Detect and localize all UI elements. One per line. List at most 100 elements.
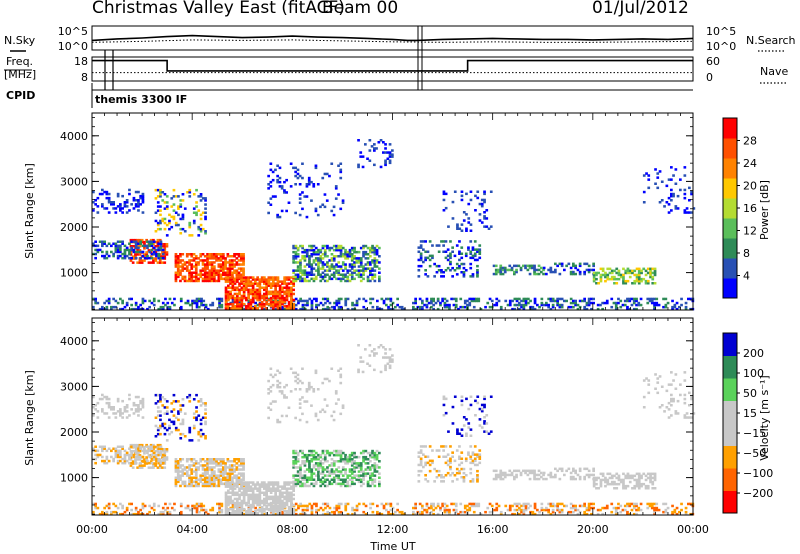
heatmap-cell <box>388 153 392 156</box>
heatmap-cell <box>604 279 607 283</box>
heatmap-cell <box>134 455 138 459</box>
heatmap-cell <box>227 294 230 298</box>
heatmap-cell <box>163 466 167 469</box>
heatmap-cell <box>112 408 115 411</box>
heatmap-cell <box>679 178 682 181</box>
heatmap-cell <box>219 277 223 281</box>
heatmap-cell <box>301 512 305 516</box>
heatmap-cell <box>350 480 354 484</box>
heatmap-cell <box>188 253 191 256</box>
heatmap-cell <box>445 508 449 512</box>
heatmap-cell <box>346 502 350 506</box>
heatmap-cell <box>132 404 136 407</box>
heatmap-cell <box>317 269 320 272</box>
heatmap-cell <box>231 282 235 285</box>
heatmap-cell <box>145 251 148 254</box>
heatmap-cell <box>337 512 341 516</box>
heatmap-cell <box>285 495 289 499</box>
heatmap-cell <box>157 246 161 250</box>
heatmap-cell <box>653 303 656 307</box>
heatmap-cell <box>344 253 347 256</box>
heatmap-cell <box>201 478 205 481</box>
heatmap-cell <box>192 221 196 225</box>
heatmap-cell <box>599 508 602 512</box>
heatmap-cell <box>258 493 262 497</box>
heatmap-cell <box>326 255 329 258</box>
heatmap-cell <box>308 468 311 471</box>
heatmap-cell <box>192 219 196 223</box>
heatmap-cell <box>664 502 668 506</box>
heatmap-cell <box>204 230 207 233</box>
heatmap-cell <box>419 246 423 249</box>
heatmap-cell <box>583 297 586 301</box>
heatmap-cell <box>274 507 277 511</box>
heatmap-cell <box>121 194 124 198</box>
heatmap-cell <box>312 472 316 475</box>
heatmap-cell <box>154 416 158 419</box>
heatmap-cell <box>188 426 192 430</box>
heatmap-cell <box>369 455 372 459</box>
heatmap-cell <box>224 288 228 292</box>
heatmap-cell <box>267 495 271 499</box>
heatmap-cell <box>272 290 275 294</box>
heatmap-cell <box>101 455 104 459</box>
heatmap-cell <box>265 294 268 298</box>
heatmap-cell <box>105 449 109 453</box>
heatmap-cell <box>278 288 282 292</box>
heatmap-cell <box>165 245 169 248</box>
heatmap-cell <box>172 422 176 426</box>
heatmap-cell <box>473 252 477 255</box>
heatmap-cell <box>263 307 266 311</box>
heatmap-cell <box>161 460 164 463</box>
heatmap-cell <box>92 502 95 506</box>
heatmap-cell <box>287 512 291 515</box>
heatmap-cell <box>400 510 404 514</box>
heatmap-cell <box>296 248 300 252</box>
heatmap-cell <box>213 478 216 481</box>
heatmap-cell <box>186 299 190 303</box>
heatmap-cell <box>197 261 200 264</box>
heatmap-cell <box>332 267 336 270</box>
heatmap-cell <box>101 397 104 401</box>
heatmap-cell <box>587 303 591 307</box>
heatmap-cell <box>364 143 367 146</box>
heatmap-cell <box>271 375 275 379</box>
heatmap-cell <box>206 259 209 262</box>
heatmap-cell <box>684 512 688 516</box>
heatmap-cell <box>283 282 286 285</box>
heatmap-cell <box>341 458 345 461</box>
heatmap-cell <box>572 305 575 309</box>
heatmap-cell <box>283 305 286 308</box>
heatmap-cell <box>359 259 363 262</box>
heatmap-cell <box>545 508 548 512</box>
heatmap-cell <box>222 474 225 477</box>
heatmap-cell <box>201 277 205 281</box>
heatmap-cell <box>296 466 300 469</box>
heatmap-cell <box>364 504 368 508</box>
heatmap-cell <box>131 466 135 469</box>
heatmap-cell <box>312 273 316 276</box>
heatmap-cell <box>353 303 357 307</box>
heatmap-cell <box>601 301 604 305</box>
heatmap-cell <box>612 506 616 510</box>
heatmap-cell <box>419 244 423 247</box>
heatmap-cell <box>674 168 678 171</box>
heatmap-cell <box>125 301 129 305</box>
heatmap-cell <box>526 264 530 268</box>
heatmap-cell <box>341 277 345 281</box>
heatmap-cell <box>222 253 225 256</box>
heatmap-cell <box>452 297 456 301</box>
heatmap-cell <box>119 502 122 506</box>
heatmap-cell <box>350 470 354 473</box>
heatmap-cell <box>524 297 528 301</box>
heatmap-cell <box>442 271 445 274</box>
heatmap-cell <box>183 468 187 471</box>
heatmap-cell <box>430 504 433 508</box>
heatmap-cell <box>305 255 309 258</box>
heatmap-cell <box>346 257 350 260</box>
heatmap-cell <box>432 502 435 506</box>
heatmap-cell <box>299 277 302 281</box>
heatmap-cell <box>446 266 450 270</box>
heatmap-cell <box>285 296 289 300</box>
heatmap-cell <box>287 510 291 513</box>
